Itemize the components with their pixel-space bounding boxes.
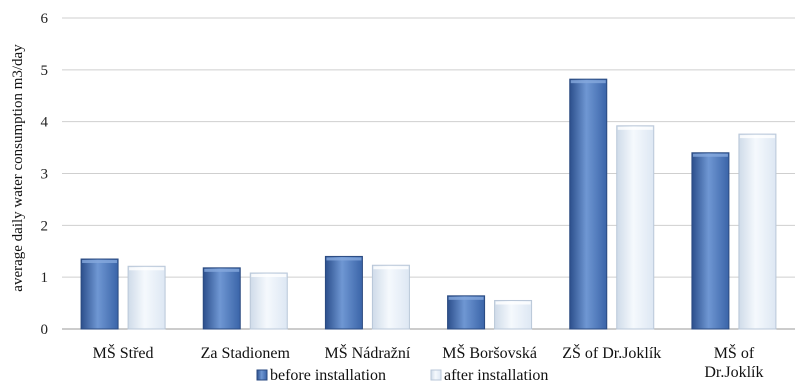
y-tick-label: 0 bbox=[41, 322, 49, 338]
bar-highlight bbox=[129, 267, 165, 271]
bar-after bbox=[371, 264, 410, 330]
category-label: ZŠ of Dr.Joklík bbox=[562, 343, 661, 362]
bar-highlight bbox=[617, 126, 653, 130]
bar-before bbox=[324, 255, 363, 330]
y-tick-label: 6 bbox=[41, 11, 49, 27]
bar-highlight bbox=[448, 296, 484, 300]
category-label: Dr.Joklík bbox=[704, 364, 763, 381]
bar-highlight bbox=[570, 80, 606, 84]
x-axis-categories: MŠ Střed Za Stadionem MŠ Nádražní MŠ Boršov… bbox=[93, 343, 764, 381]
bar-after bbox=[127, 265, 166, 330]
bar-after bbox=[249, 272, 288, 330]
bar-after bbox=[738, 133, 777, 330]
bar-before bbox=[447, 295, 486, 330]
bar-highlight bbox=[373, 266, 409, 270]
bar-highlight bbox=[692, 153, 728, 157]
bar-highlight bbox=[739, 135, 775, 139]
y-tick-label: 3 bbox=[41, 167, 49, 183]
bar-highlight bbox=[495, 301, 531, 305]
legend-label: after installation bbox=[444, 367, 548, 384]
legend-swatch bbox=[256, 369, 268, 381]
y-axis-title: average daily water consumption m3/day bbox=[10, 44, 26, 292]
legend: before installation after installation bbox=[256, 367, 548, 384]
bar-highlight bbox=[82, 260, 118, 264]
category-label: MŠ Boršovská bbox=[442, 343, 537, 362]
bar-highlight bbox=[204, 268, 240, 272]
bar-after bbox=[494, 299, 533, 330]
bar-before bbox=[691, 152, 730, 330]
bar-before bbox=[80, 258, 119, 330]
bar-before bbox=[202, 267, 241, 330]
y-tick-label: 4 bbox=[41, 115, 49, 131]
grid-lines bbox=[62, 17, 795, 330]
bars bbox=[80, 78, 777, 330]
category-label: MŠ Nádražní bbox=[325, 343, 411, 362]
category-label: MŠ Střed bbox=[93, 343, 154, 362]
category-label: MŠ of bbox=[714, 343, 755, 362]
y-tick-label: 2 bbox=[41, 218, 49, 234]
legend-label: before installation bbox=[270, 367, 386, 384]
y-tick-label: 5 bbox=[41, 63, 49, 79]
category-label: Za Stadionem bbox=[201, 345, 291, 362]
bar-after bbox=[616, 125, 655, 330]
bar-highlight bbox=[251, 274, 287, 278]
y-tick-label: 1 bbox=[41, 270, 49, 286]
bar-before bbox=[569, 78, 608, 330]
legend-swatch bbox=[430, 369, 442, 381]
y-axis-ticks: 0 1 2 3 4 5 6 bbox=[41, 11, 49, 338]
bar-highlight bbox=[326, 257, 362, 261]
